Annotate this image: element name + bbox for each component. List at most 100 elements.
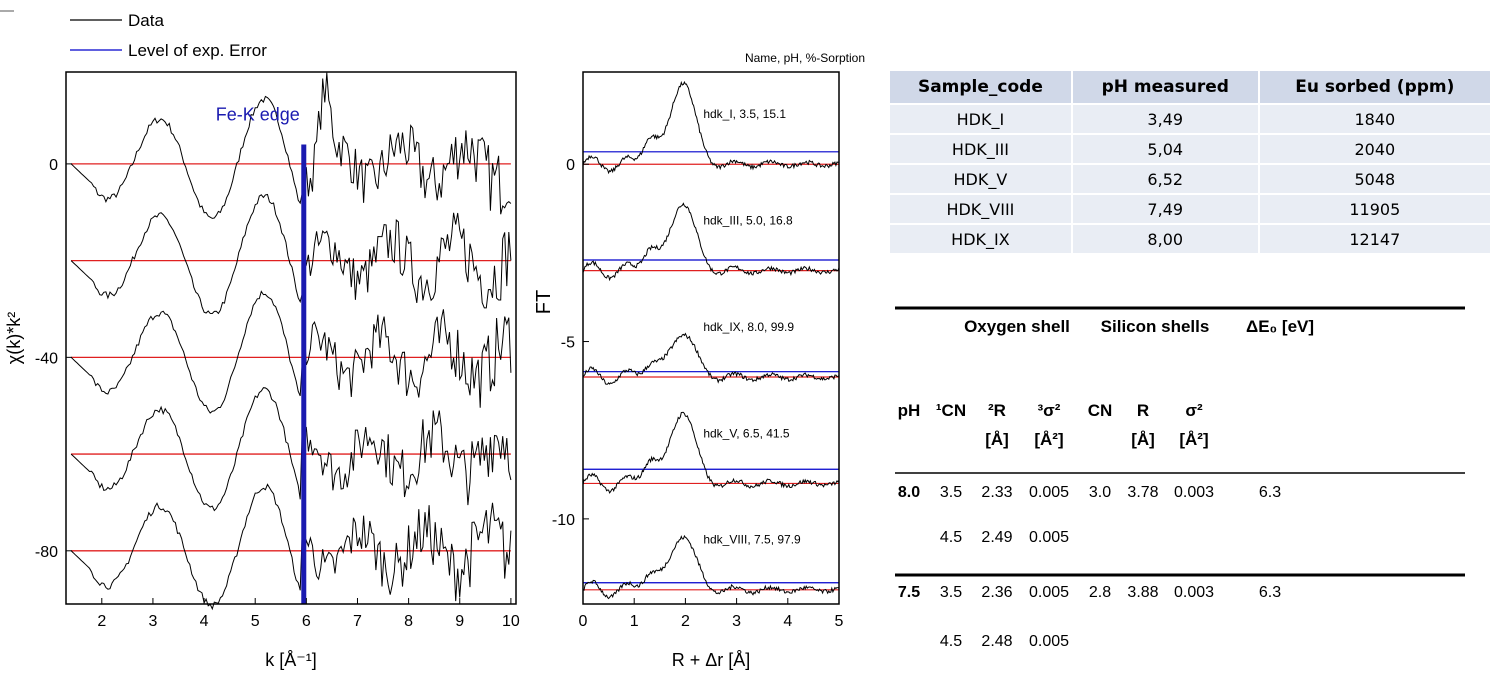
- table-cell: 5048: [1257, 163, 1490, 194]
- series-label: hdk_I, 3.5, 15.1: [703, 107, 786, 121]
- table-cell: 2040: [1257, 133, 1490, 164]
- y-tick-label: -5: [561, 335, 575, 352]
- table-cell: HDK_III: [890, 133, 1072, 164]
- ft-series-line: [582, 202, 840, 282]
- unit-label: [Å]: [985, 430, 1009, 449]
- table-cell: 0.003: [1174, 584, 1214, 601]
- table-row: HDK_VIII 7,49 11905: [890, 193, 1490, 224]
- table-cell: HDK_IX: [890, 223, 1072, 253]
- x-tick-label: 6: [302, 613, 311, 630]
- data-series-line: [70, 72, 512, 219]
- chart-title: Name, pH, %-Sorption: [745, 51, 865, 65]
- group-header-oxygen: Oxygen shell: [964, 317, 1070, 336]
- x-axis-label: k [Å⁻¹]: [265, 650, 317, 670]
- group-header-silicon: Silicon shells: [1101, 317, 1210, 336]
- y-axis-label: χ(k)*k²: [4, 312, 24, 364]
- ft-series-line: [582, 534, 840, 600]
- series-label: hdk_IX, 8.0, 99.9: [703, 320, 794, 334]
- column-header: ²R: [988, 401, 1006, 420]
- x-tick-label: 2: [681, 613, 690, 630]
- table-cell: 3.5: [940, 484, 962, 501]
- table-cell: 1840: [1257, 103, 1490, 134]
- ft-series-line: [582, 332, 840, 385]
- column-header: Eu sorbed (ppm): [1257, 71, 1490, 104]
- x-tick-label: 3: [148, 613, 157, 630]
- x-tick-label: 4: [783, 613, 792, 630]
- table-cell: 0.005: [1029, 529, 1069, 546]
- data-series-line: [70, 483, 512, 611]
- table-row: HDK_IX 8,00 12147: [890, 223, 1490, 253]
- table-cell: 6.3: [1259, 484, 1281, 501]
- y-tick-label: 0: [49, 157, 58, 174]
- table-cell: 6,52: [1070, 163, 1259, 194]
- x-tick-label: 2: [97, 613, 106, 630]
- table-cell: 0.005: [1029, 584, 1069, 601]
- table-cell: 4.5: [940, 633, 962, 650]
- plot-frame: [65, 71, 517, 605]
- column-header: σ²: [1185, 401, 1203, 420]
- unit-label: [Å²]: [1034, 430, 1063, 449]
- series-label: hdk_V, 6.5, 41.5: [703, 426, 790, 440]
- legend: Data Level of exp. Error: [0, 10, 267, 60]
- column-header: ³σ²: [1038, 401, 1061, 420]
- x-tick-label: 0: [579, 613, 588, 630]
- table-cell: 0.005: [1029, 484, 1069, 501]
- column-header: pH: [898, 401, 921, 420]
- table-cell: HDK_V: [890, 163, 1072, 194]
- table-cell: 2.33: [981, 484, 1012, 501]
- legend-error-label: Level of exp. Error: [128, 41, 267, 60]
- y-tick-label: -80: [35, 544, 58, 561]
- sample-table: Sample_code pH measured Eu sorbed (ppm) …: [890, 71, 1490, 253]
- table-cell: 2.49: [981, 529, 1012, 546]
- fit-parameters-table: Oxygen shell Silicon shells ΔE₀ [eV] pH ¹…: [895, 306, 1465, 650]
- data-series-line: [70, 193, 512, 315]
- column-header: CN: [1088, 401, 1113, 420]
- table-cell: 2.48: [981, 633, 1012, 650]
- table-cell: 3.78: [1127, 484, 1158, 501]
- ft-series-line: [582, 411, 840, 494]
- legend-data-label: Data: [128, 11, 164, 30]
- plot-frame: [582, 71, 840, 605]
- table-cell: 3.0: [1089, 484, 1111, 501]
- table-cell: 0.005: [1029, 633, 1069, 650]
- table-cell: 7.5: [898, 584, 920, 601]
- fe-k-edge-label: Fe-K edge: [216, 104, 300, 124]
- x-tick-label: 8: [404, 613, 413, 630]
- group-header-delta-e0: ΔE₀ [eV]: [1246, 317, 1314, 336]
- x-axis-label: R + Δr [Å]: [672, 650, 751, 670]
- table-cell: 6.3: [1259, 584, 1281, 601]
- y-tick-label: 0: [566, 157, 575, 174]
- table-cell: 4.5: [940, 529, 962, 546]
- x-tick-label: 1: [630, 613, 639, 630]
- unit-label: [Å]: [1131, 430, 1155, 449]
- x-tick-label: 7: [353, 613, 362, 630]
- x-tick-label: 4: [200, 613, 209, 630]
- table-cell: HDK_VIII: [890, 193, 1072, 224]
- data-series-line: [70, 290, 512, 414]
- x-tick-label: 9: [455, 613, 464, 630]
- table-cell: 8.0: [898, 484, 920, 501]
- x-tick-label: 3: [732, 613, 741, 630]
- data-series-line: [70, 387, 512, 512]
- table-cell: 0.003: [1174, 484, 1214, 501]
- series-label: hdk_VIII, 7.5, 97.9: [703, 533, 801, 547]
- table-cell: 3.88: [1127, 584, 1158, 601]
- table-cell: 3,49: [1070, 103, 1259, 134]
- y-axis-label: FT: [533, 290, 555, 314]
- unit-label: [Å²]: [1179, 430, 1208, 449]
- fourier-transform-chart: Name, pH, %-Sorption hdk_I, 3.5, 15.1 hdk…: [533, 51, 865, 670]
- column-header: R: [1137, 401, 1149, 420]
- column-header: ¹CN: [936, 401, 966, 420]
- column-header: Sample_code: [890, 71, 1072, 104]
- table-cell: 2.36: [981, 584, 1012, 601]
- table-cell: 3.5: [940, 584, 962, 601]
- table-cell: 11905: [1257, 193, 1490, 224]
- table-cell: 5,04: [1070, 133, 1259, 164]
- ft-series-line: [582, 80, 840, 175]
- table-row: HDK_III 5,04 2040: [890, 133, 1490, 164]
- table-row: HDK_V 6,52 5048: [890, 163, 1490, 194]
- table-row: HDK_I 3,49 1840: [890, 103, 1490, 134]
- y-tick-label: -10: [552, 512, 575, 529]
- table-header-row: Sample_code pH measured Eu sorbed (ppm): [890, 71, 1490, 104]
- series-label: hdk_III, 5.0, 16.8: [703, 214, 793, 228]
